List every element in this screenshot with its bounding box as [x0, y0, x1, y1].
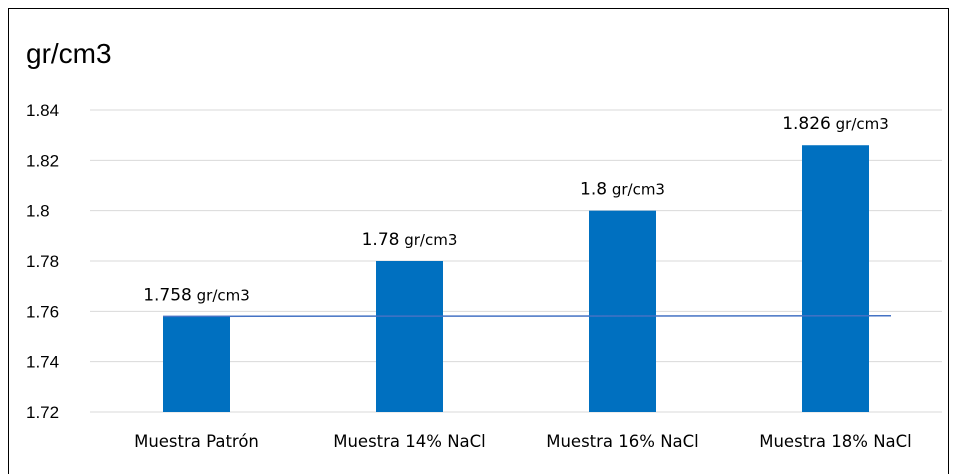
- data-label-value: 1.78: [362, 230, 400, 250]
- y-tick-label: 1.84: [26, 101, 59, 120]
- y-tick-label: 1.72: [26, 403, 59, 422]
- data-label: 1.758 gr/cm3: [143, 285, 250, 305]
- data-label: 1.826 gr/cm3: [782, 114, 889, 134]
- y-tick-label: 1.78: [26, 252, 59, 271]
- data-label-unit: gr/cm3: [607, 181, 665, 199]
- bar: [376, 261, 443, 412]
- data-label: 1.8 gr/cm3: [580, 180, 665, 200]
- y-tick-label: 1.76: [26, 302, 59, 321]
- data-label-value: 1.8: [580, 180, 607, 200]
- reference-line: [162, 315, 892, 318]
- x-tick-label: Muestra 14% NaCl: [333, 432, 486, 451]
- chart-title: gr/cm3: [26, 38, 112, 69]
- x-tick-label: Muestra Patrón: [134, 432, 259, 451]
- data-label-unit: gr/cm3: [399, 231, 457, 249]
- data-label-value: 1.758: [143, 285, 192, 305]
- data-label-unit: gr/cm3: [192, 286, 250, 304]
- y-tick-label: 1.82: [26, 151, 59, 170]
- bar: [163, 316, 230, 412]
- bar: [589, 210, 656, 412]
- data-label-unit: gr/cm3: [831, 115, 889, 133]
- x-tick-label: Muestra 16% NaCl: [546, 432, 699, 451]
- data-label: 1.78 gr/cm3: [362, 230, 458, 250]
- bar: [802, 145, 869, 412]
- y-tick-label: 1.74: [26, 353, 59, 372]
- x-tick-label: Muestra 18% NaCl: [759, 432, 912, 451]
- y-tick-label: 1.8: [26, 202, 50, 221]
- data-label-value: 1.826: [782, 114, 831, 134]
